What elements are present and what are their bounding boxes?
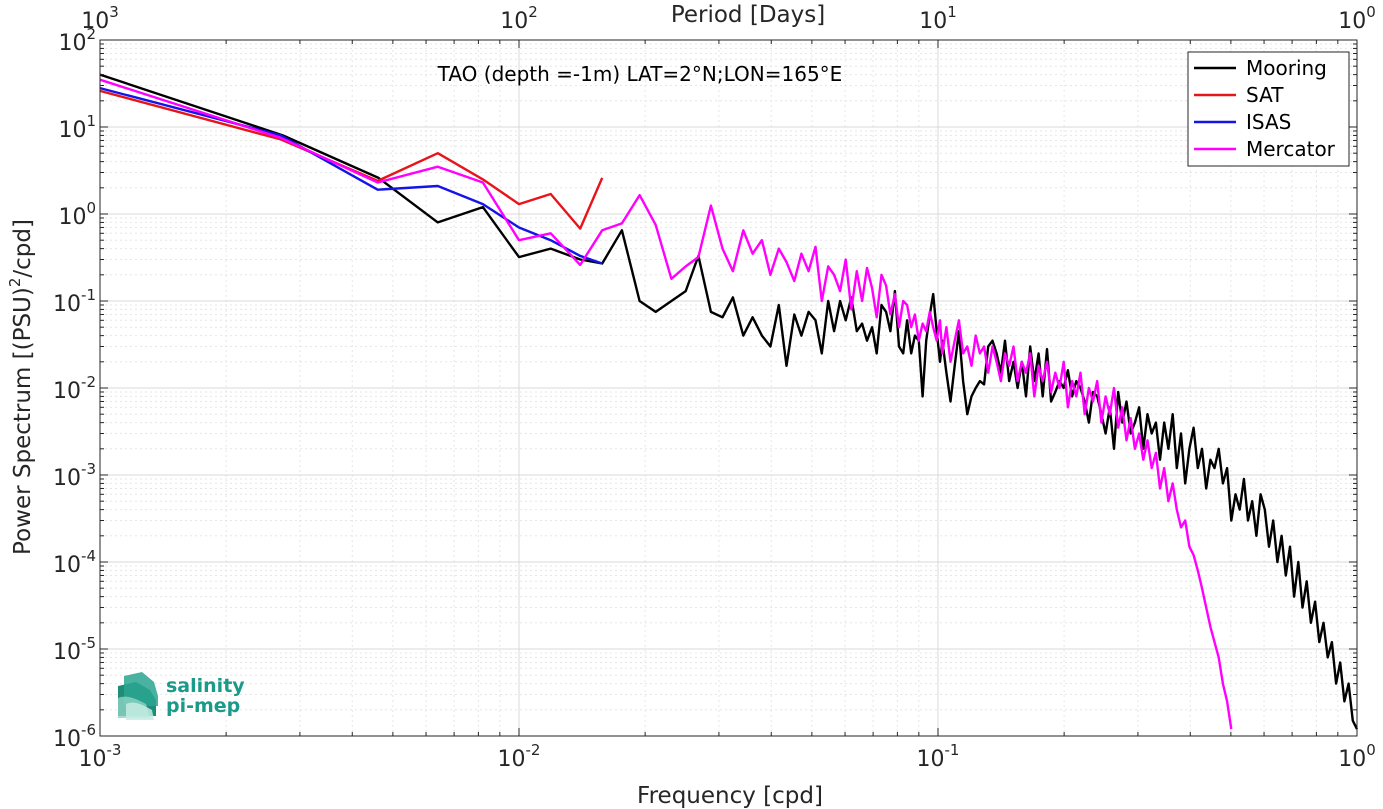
tick-labels: 10-3 10-2 10-1 100 102 101 100 10-1 10-2 10-3 10-4… — [53, 3, 1376, 772]
top-x-tick-label: 101 — [919, 3, 957, 34]
x-axis-label: Frequency [cpd] — [637, 783, 823, 809]
x-tick-label: 10-3 — [79, 741, 122, 772]
legend-label-sat: SAT — [1246, 83, 1284, 107]
top-x-tick-label: 102 — [500, 3, 538, 34]
legend: Mooring SAT ISAS Mercator — [1187, 51, 1350, 167]
y-axis-label-tail: /cpd] — [10, 219, 36, 278]
legend-label-isas: ISAS — [1246, 110, 1291, 134]
x-tick-label: 10-1 — [917, 741, 960, 772]
y-tick-label: 10-4 — [53, 547, 96, 578]
top-x-tick-label: 100 — [1338, 3, 1376, 34]
series-line-mooring — [99, 73, 1359, 730]
logo-line-2: pi-mep — [166, 695, 240, 717]
legend-label-mooring: Mooring — [1246, 56, 1327, 80]
top-x-tick-label: 103 — [81, 3, 119, 34]
chart-title: TAO (depth =-1m) LAT=2°N;LON=165°E — [437, 62, 843, 86]
x-tick-label: 10-2 — [498, 741, 541, 772]
y-tick-label: 100 — [58, 199, 96, 230]
y-tick-label: 10-6 — [53, 721, 96, 752]
legend-box — [1187, 51, 1350, 167]
x-tick-label: 100 — [1338, 741, 1376, 772]
logo-line-1: salinity — [166, 675, 245, 697]
y-axis-label-sup: 2 — [6, 278, 24, 288]
legend-label-mercator: Mercator — [1246, 137, 1336, 161]
y-axis-label: Power Spectrum [(PSU)2/cpd] — [6, 219, 36, 555]
y-tick-label: 102 — [58, 25, 96, 56]
top-x-axis-label: Period [Days] — [671, 2, 825, 28]
logo-wave-icon — [118, 672, 158, 720]
y-tick-label: 10-3 — [53, 460, 96, 491]
y-tick-label: 10-5 — [53, 634, 96, 665]
series-line-mercator — [99, 78, 1233, 730]
y-tick-label: 10-1 — [53, 286, 96, 317]
series-lines — [99, 73, 1359, 730]
tick-marks — [99, 40, 1357, 737]
salinity-pi-mep-logo: salinity pi-mep — [118, 672, 245, 720]
y-tick-label: 101 — [58, 112, 96, 143]
y-axis-label-base: Power Spectrum [(PSU) — [10, 287, 36, 555]
y-tick-label: 10-2 — [53, 373, 96, 404]
